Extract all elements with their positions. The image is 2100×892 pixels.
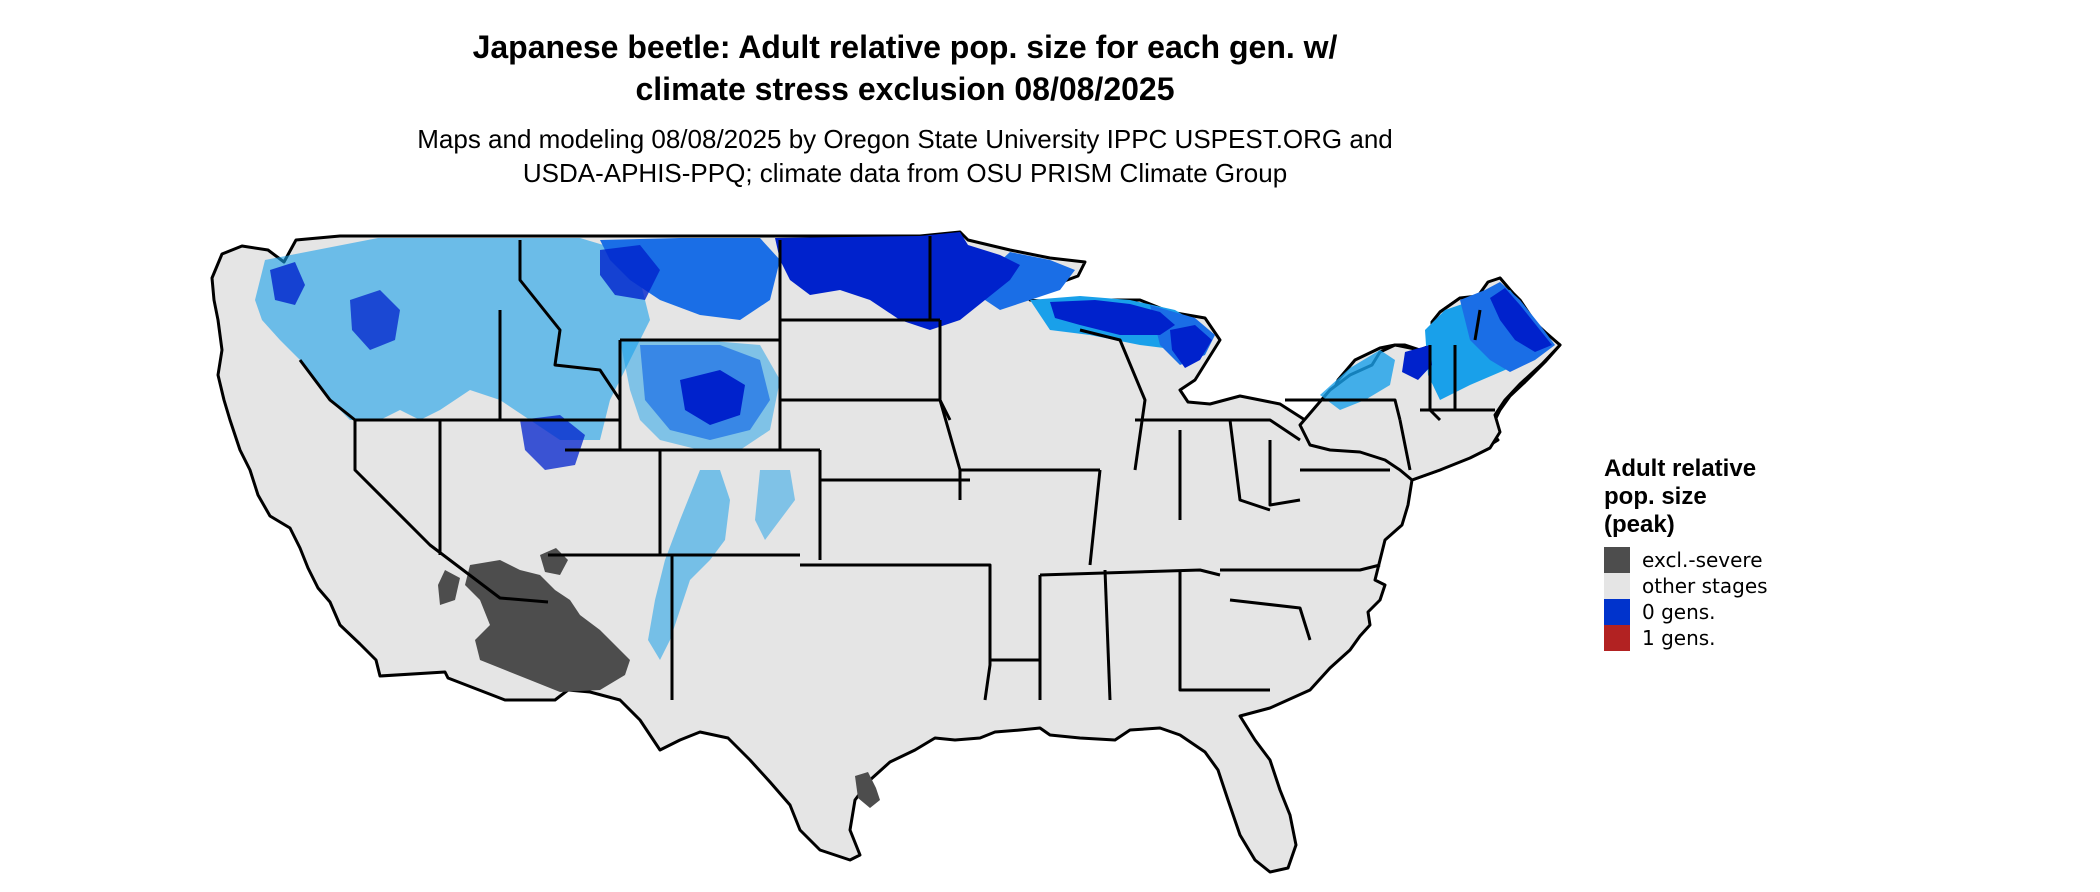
map-title-line-1: Japanese beetle: Adult relative pop. siz… <box>472 29 1338 65</box>
legend-item-0-gens: 0 gens. <box>1604 599 1904 625</box>
map-subtitle: Maps and modeling 08/08/2025 by Oregon S… <box>0 122 1810 190</box>
legend-swatch <box>1604 625 1630 651</box>
map-title: Japanese beetle: Adult relative pop. siz… <box>0 26 1810 110</box>
map-subtitle-line-2: USDA-APHIS-PPQ; climate data from OSU PR… <box>522 158 1288 188</box>
legend-item-excl-severe: excl.-severe <box>1604 547 1904 573</box>
state-borders <box>298 236 1495 701</box>
legend-swatch <box>1604 547 1630 573</box>
legend-item-1-gens: 1 gens. <box>1604 625 1904 651</box>
legend-label: other stages <box>1642 574 1768 598</box>
exclusion-areas <box>438 548 880 808</box>
map-title-line-2: climate stress exclusion 08/08/2025 <box>635 71 1175 107</box>
legend-title: Adult relative pop. size (peak) <box>1604 455 1804 539</box>
legend-swatch <box>1604 599 1630 625</box>
map-legend: Adult relative pop. size (peak) excl.-se… <box>1604 455 1904 651</box>
legend-title-line-3: (peak) <box>1604 511 1675 538</box>
legend-label: 0 gens. <box>1642 600 1716 624</box>
legend-item-other-stages: other stages <box>1604 573 1904 599</box>
legend-label: excl.-severe <box>1642 548 1763 572</box>
zero-gens-dark <box>270 232 1552 470</box>
legend-label: 1 gens. <box>1642 626 1716 650</box>
map-subtitle-line-1: Maps and modeling 08/08/2025 by Oregon S… <box>417 124 1393 154</box>
legend-swatch <box>1604 573 1630 599</box>
legend-title-line-2: pop. size <box>1604 483 1707 510</box>
legend-title-line-1: Adult relative <box>1604 455 1757 482</box>
